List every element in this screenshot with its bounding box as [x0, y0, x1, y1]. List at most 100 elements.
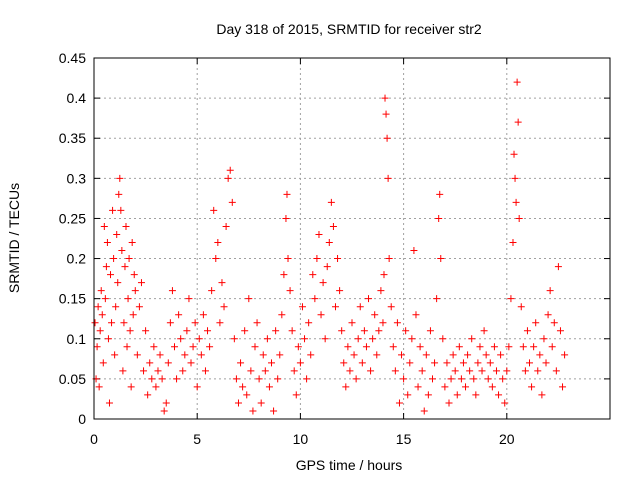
- data-point: [199, 311, 207, 319]
- data-point: [214, 239, 222, 247]
- data-point: [170, 343, 178, 351]
- data-point: [113, 230, 121, 238]
- data-point: [270, 407, 278, 415]
- data-point: [424, 391, 432, 399]
- data-point: [329, 222, 337, 230]
- data-point: [348, 319, 356, 327]
- data-point: [346, 367, 354, 375]
- data-point: [323, 263, 331, 271]
- data-point: [120, 319, 128, 327]
- data-point: [445, 399, 453, 407]
- data-point: [166, 319, 174, 327]
- x-tick-label: 10: [293, 431, 309, 447]
- data-point: [125, 255, 133, 263]
- data-point: [486, 359, 494, 367]
- data-point: [441, 383, 449, 391]
- data-point: [140, 367, 148, 375]
- data-point: [319, 279, 327, 287]
- data-point: [313, 255, 321, 263]
- data-point: [98, 311, 106, 319]
- data-point: [501, 399, 509, 407]
- data-point: [311, 295, 319, 303]
- data-point: [251, 343, 259, 351]
- data-point: [546, 287, 554, 295]
- y-tick-label: 0.4: [67, 90, 87, 106]
- data-point: [255, 375, 263, 383]
- data-point: [315, 230, 323, 238]
- data-point: [129, 311, 137, 319]
- data-point: [197, 351, 205, 359]
- data-point: [208, 287, 216, 295]
- y-tick-label: 0.45: [59, 50, 86, 66]
- data-point: [519, 343, 527, 351]
- data-point: [301, 335, 309, 343]
- data-point: [511, 174, 519, 182]
- data-point: [373, 351, 381, 359]
- data-point: [298, 303, 306, 311]
- data-point: [410, 247, 418, 255]
- data-point: [447, 375, 455, 383]
- data-point: [158, 375, 166, 383]
- y-tick-label: 0.2: [67, 251, 87, 267]
- data-point: [336, 287, 344, 295]
- data-point: [523, 327, 531, 335]
- data-point: [472, 391, 480, 399]
- data-point: [118, 247, 126, 255]
- data-point: [517, 303, 525, 311]
- y-tick-label: 0.25: [59, 210, 86, 226]
- data-point: [418, 367, 426, 375]
- data-point: [124, 295, 132, 303]
- data-point: [404, 391, 412, 399]
- data-point: [148, 375, 156, 383]
- data-point: [112, 303, 120, 311]
- data-point: [334, 255, 342, 263]
- data-point: [249, 407, 257, 415]
- data-point: [126, 327, 134, 335]
- data-point: [406, 359, 414, 367]
- data-point: [228, 198, 236, 206]
- y-tick-label: 0.35: [59, 130, 86, 146]
- data-point: [367, 367, 375, 375]
- data-point: [292, 391, 300, 399]
- data-point: [371, 311, 379, 319]
- data-point: [114, 279, 122, 287]
- data-point: [342, 383, 350, 391]
- data-point: [241, 327, 249, 335]
- data-point: [210, 206, 218, 214]
- data-point: [280, 271, 288, 279]
- data-point: [453, 391, 461, 399]
- data-series-str2: [91, 78, 569, 415]
- data-point: [286, 287, 294, 295]
- data-point: [150, 343, 158, 351]
- data-point: [187, 359, 195, 367]
- data-point: [365, 295, 373, 303]
- data-point: [154, 367, 162, 375]
- data-point: [282, 214, 290, 222]
- data-point: [385, 255, 393, 263]
- data-point: [137, 279, 145, 287]
- data-point: [243, 391, 251, 399]
- y-axis-title: SRMTID / TECUs: [6, 183, 22, 293]
- data-point: [428, 375, 436, 383]
- data-point: [395, 399, 403, 407]
- data-point: [177, 335, 185, 343]
- data-point: [538, 391, 546, 399]
- data-point: [99, 359, 107, 367]
- data-point: [536, 351, 544, 359]
- data-point: [530, 343, 538, 351]
- x-tick-label: 0: [90, 431, 98, 447]
- data-point: [534, 367, 542, 375]
- data-point: [325, 239, 333, 247]
- data-point: [122, 222, 130, 230]
- data-point: [476, 343, 484, 351]
- data-point: [116, 174, 124, 182]
- data-point: [482, 351, 490, 359]
- data-point: [305, 319, 313, 327]
- data-point: [356, 303, 364, 311]
- data-point: [484, 375, 492, 383]
- data-point: [338, 327, 346, 335]
- data-point: [130, 271, 138, 279]
- data-point: [548, 343, 556, 351]
- data-point: [540, 335, 548, 343]
